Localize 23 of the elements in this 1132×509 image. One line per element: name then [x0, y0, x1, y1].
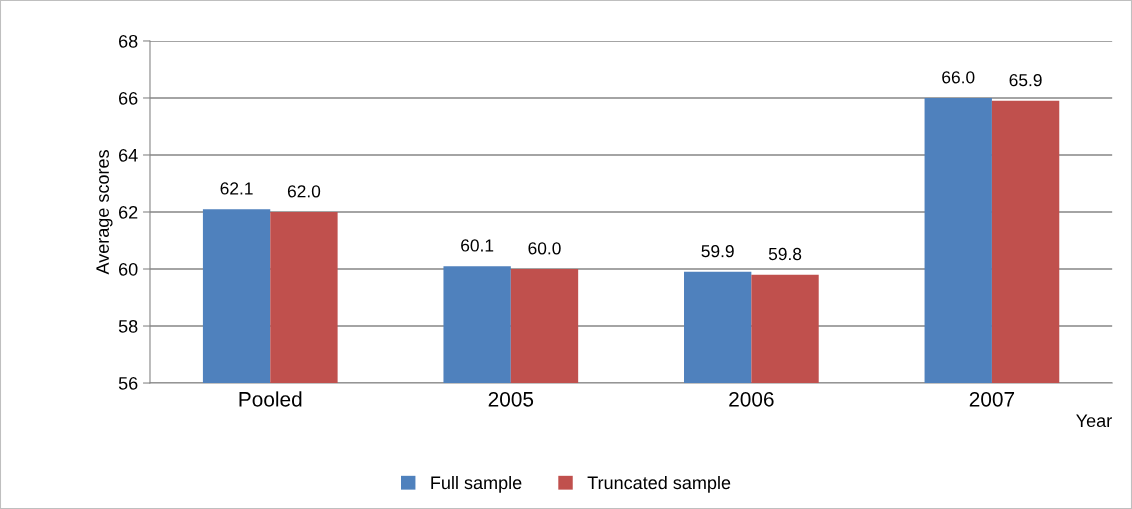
y-tick-label: 56 — [118, 376, 138, 390]
legend-label: Truncated sample — [587, 475, 731, 493]
x-tick-label: 2005 — [488, 391, 534, 407]
data-label: 62.1 — [220, 182, 253, 195]
y-tick-label: 68 — [119, 34, 138, 48]
y-tick-label: 60 — [119, 262, 138, 276]
legend-label: Full sample — [431, 475, 522, 493]
y-axis-title: Average scores — [96, 150, 113, 275]
x-tick-label: 2007 — [969, 391, 1015, 407]
x-tick-label: 2006 — [729, 391, 774, 407]
data-label: 60.1 — [461, 239, 494, 252]
data-label: 60.0 — [528, 242, 561, 255]
y-tick-label: 58 — [118, 319, 138, 333]
x-axis-title: Year — [1076, 414, 1112, 428]
data-label: 59.9 — [701, 245, 734, 258]
x-tick-label: Pooled — [239, 391, 302, 407]
data-label: 65.9 — [1009, 74, 1042, 87]
data-label: 59.8 — [768, 247, 802, 261]
y-tick-label: 62 — [119, 205, 138, 219]
y-tick-label: 64 — [119, 148, 138, 162]
data-label: 62.0 — [287, 185, 321, 198]
data-label: 66.0 — [942, 71, 975, 84]
y-tick-label: 66 — [119, 91, 138, 105]
